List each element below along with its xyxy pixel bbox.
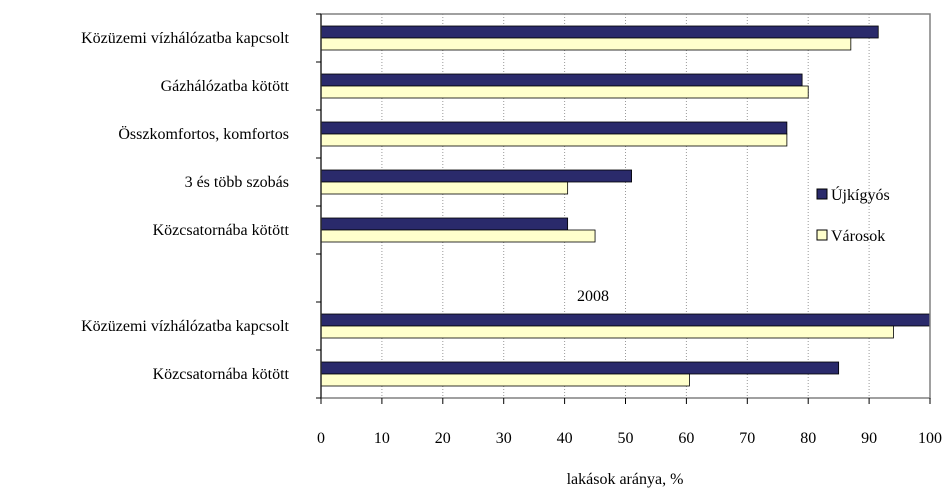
legend: Újkígyós Városok [816,185,890,245]
category-label: Közüzemi vízhálózatba kapcsolt [81,30,289,47]
x-tick-label: 20 [435,430,451,447]
bar-varosok [320,37,852,51]
bar-varosok [320,229,596,243]
bar-ujkigyos [320,361,840,375]
x-tick-label: 50 [618,430,634,447]
bar-varosok [320,373,690,387]
legend-label-varosok: Városok [831,228,885,245]
x-tick-label: 90 [861,430,877,447]
bar-ujkigyos [320,121,788,135]
category-label: Összkomfortos, komfortos [118,125,289,143]
x-tick-label: 70 [739,430,755,447]
bar-varosok [320,181,569,195]
bar-ujkigyos [320,313,931,327]
category-labels: Közüzemi vízhálózatba kapcsolt Gázhálózat… [81,30,289,383]
category-label: Közcsatornába kötött [153,222,290,239]
category-label: Gázhálózatba kötött [161,78,290,95]
x-axis-title: lakások aránya, % [567,471,684,488]
y-ticks [316,13,321,399]
category-label: 3 és több szobás [185,174,289,191]
bar-ujkigyos [320,25,879,39]
category-label: Közcsatornába kötött [153,366,290,383]
x-tick-label: 0 [317,430,325,447]
x-tick-label: 10 [374,430,390,447]
bar-varosok [320,133,788,147]
annotation-year: 2008 [577,288,609,305]
bar-varosok [320,325,894,339]
bar-ujkigyos [320,217,569,231]
x-tick-label: 30 [496,430,512,447]
legend-label-ujkigyos: Újkígyós [831,185,890,204]
bar-ujkigyos [320,169,632,183]
x-tick-label: 60 [678,430,694,447]
x-ticks: 0 10 20 30 40 50 60 70 80 90 100 [317,398,942,447]
bar-ujkigyos [320,73,803,87]
legend-swatch-varosok [816,229,828,241]
x-tick-label: 40 [557,430,573,447]
x-tick-label: 80 [800,430,816,447]
legend-swatch-ujkigyos [816,188,828,200]
category-label: Közüzemi vízhálózatba kapcsolt [81,318,289,335]
x-tick-label: 100 [918,430,942,447]
bar-varosok [320,85,809,99]
